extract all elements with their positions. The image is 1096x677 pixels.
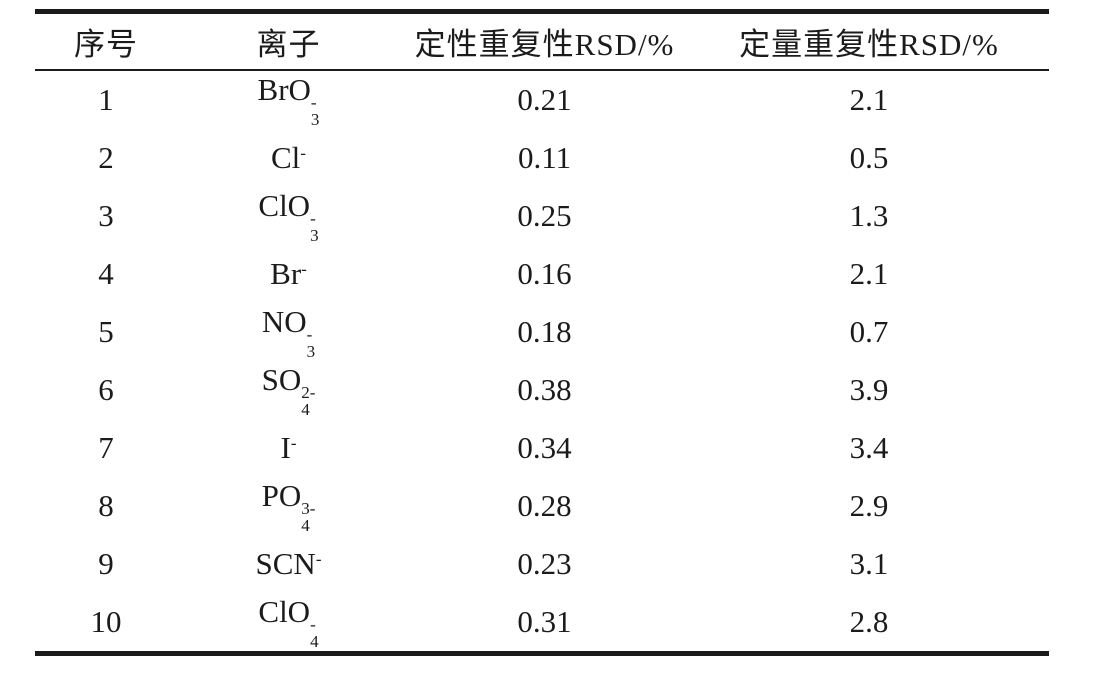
- quantitative-rsd: 3.9: [849, 372, 889, 407]
- ion-formula: SO 2- 4: [261, 362, 316, 419]
- quantitative-rsd: 2.1: [849, 256, 889, 291]
- quantitative-rsd: 3.4: [849, 430, 889, 465]
- column-header-index: 序号: [35, 11, 177, 71]
- row-index: 8: [98, 488, 114, 523]
- ion-formula: SCN-: [255, 546, 322, 581]
- qualitative-rsd: 0.16: [517, 256, 572, 291]
- qualitative-rsd: 0.25: [517, 198, 572, 233]
- table-header: 序号 离子 定性重复性RSD/% 定量重复性RSD/%: [35, 11, 1049, 71]
- table-row: 4 Br- 0.16 2.1: [35, 245, 1049, 303]
- table-body: 1 BrO -3 0.21 2.1 2 Cl- 0.11 0.5 3 ClO -3 …: [35, 70, 1049, 654]
- column-header-ion: 离子: [176, 11, 401, 71]
- table-row: 5 NO -3 0.18 0.7: [35, 303, 1049, 361]
- quantitative-rsd: 0.5: [849, 140, 889, 175]
- quantitative-rsd: 2.9: [849, 488, 889, 523]
- row-index: 10: [90, 604, 122, 639]
- ion-formula: ClO -3: [258, 188, 319, 245]
- quantitative-rsd: 3.1: [849, 546, 889, 581]
- row-index: 2: [98, 140, 114, 175]
- table-row: 2 Cl- 0.11 0.5: [35, 129, 1049, 187]
- table-row: 6 SO 2- 4 0.38 3.9: [35, 361, 1049, 419]
- qualitative-rsd: 0.21: [517, 82, 572, 117]
- quantitative-rsd: 2.1: [849, 82, 889, 117]
- table-row: 9 SCN- 0.23 3.1: [35, 535, 1049, 593]
- ion-formula: Cl-: [271, 140, 306, 175]
- row-index: 5: [98, 314, 114, 349]
- header-row: 序号 离子 定性重复性RSD/% 定量重复性RSD/%: [35, 11, 1049, 71]
- row-index: 3: [98, 198, 114, 233]
- qualitative-rsd: 0.18: [517, 314, 572, 349]
- row-index: 6: [98, 372, 114, 407]
- table-row: 8 PO 3- 4 0.28 2.9: [35, 477, 1049, 535]
- ion-formula: BrO -3: [257, 72, 320, 129]
- qualitative-rsd: 0.28: [517, 488, 572, 523]
- quantitative-rsd: 2.8: [849, 604, 889, 639]
- table-row: 10 ClO -4 0.31 2.8: [35, 593, 1049, 654]
- row-index: 7: [98, 430, 114, 465]
- row-index: 1: [98, 82, 114, 117]
- ion-formula: PO 3- 4: [261, 478, 316, 535]
- qualitative-rsd: 0.34: [517, 430, 572, 465]
- row-index: 4: [98, 256, 114, 291]
- qualitative-rsd: 0.31: [517, 604, 572, 639]
- column-header-quantitative-rsd: 定量重复性RSD/%: [689, 11, 1049, 71]
- ion-formula: I-: [280, 430, 297, 465]
- qualitative-rsd: 0.23: [517, 546, 572, 581]
- qualitative-rsd: 0.11: [517, 140, 572, 175]
- table-row: 7 I- 0.34 3.4: [35, 419, 1049, 477]
- quantitative-rsd: 1.3: [849, 198, 889, 233]
- repeatability-table: 序号 离子 定性重复性RSD/% 定量重复性RSD/% 1 BrO -3 0.21…: [35, 9, 1049, 656]
- row-index: 9: [98, 546, 114, 581]
- quantitative-rsd: 0.7: [849, 314, 889, 349]
- column-header-qualitative-rsd: 定性重复性RSD/%: [400, 11, 690, 71]
- ion-formula: ClO -4: [258, 594, 319, 651]
- table-row: 3 ClO -3 0.25 1.3: [35, 187, 1049, 245]
- ion-formula: NO -3: [261, 304, 316, 361]
- ion-formula: Br-: [270, 256, 307, 291]
- qualitative-rsd: 0.38: [517, 372, 572, 407]
- table-row: 1 BrO -3 0.21 2.1: [35, 70, 1049, 129]
